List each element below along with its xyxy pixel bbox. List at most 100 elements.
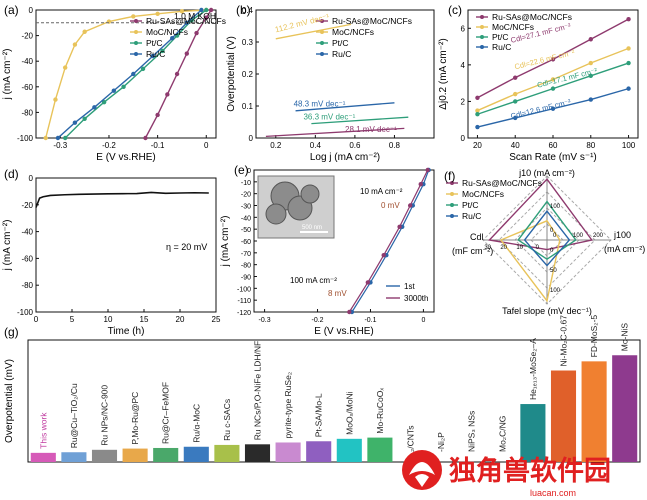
data-point — [82, 116, 87, 122]
data-point — [53, 97, 58, 102]
bar-category-label: -Ni₂P — [436, 432, 446, 452]
radar-tick-label: 30 — [484, 245, 491, 251]
sem-inset-image: 500 nm — [257, 175, 335, 239]
x-tick-label: 20 — [176, 315, 185, 324]
particle-blob — [300, 184, 320, 204]
panel-tag: (d) — [4, 167, 19, 181]
x-tick-label: 0.2 — [270, 141, 282, 150]
data-point — [160, 48, 165, 54]
legend-entry: MoC/NCFs — [146, 27, 188, 37]
data-point — [82, 29, 87, 34]
bar — [520, 404, 546, 462]
legend-marker — [320, 30, 324, 34]
legend-marker — [134, 41, 138, 45]
bar-category-label: NiPS₃ NSs — [467, 411, 477, 452]
bar — [612, 355, 638, 462]
panel-c: 20 40 60 80 100 0 2 4 6 Scan Rate (mV s⁻¹) Δj0.2 (… — [438, 9, 639, 163]
panel-tag: (g) — [4, 325, 19, 339]
bar-category-label: Ru@Cu–TiO₂/Cu — [69, 383, 79, 448]
y-tick-label: -100 — [17, 134, 34, 143]
data-point — [550, 106, 556, 111]
data-point — [626, 60, 631, 66]
data-point — [62, 135, 68, 141]
y-axis-label: Δj0.2 (mA cm⁻²) — [438, 38, 449, 109]
data-point — [111, 88, 117, 93]
bar — [183, 446, 209, 462]
series-line — [35, 191, 209, 208]
x-axis-label: E (V vs.RHE) — [96, 152, 155, 163]
electrolyte-label: 1.0 M KOH — [174, 11, 216, 21]
data-point — [121, 84, 126, 90]
legend-entry: Ru/C — [462, 211, 481, 221]
data-point — [204, 15, 209, 20]
x-axis-label: Log j (mA cm⁻²) — [310, 152, 380, 163]
y-tick-label: 6 — [461, 24, 466, 33]
data-point — [588, 97, 593, 102]
x-tick-label: 0.6 — [349, 141, 361, 150]
data-point — [550, 57, 556, 62]
current-label-100: 100 mA cm⁻² — [290, 276, 337, 285]
data-point — [475, 124, 480, 130]
data-point — [626, 86, 631, 91]
legend-marker — [134, 30, 138, 34]
watermark-url: luacan.com — [530, 488, 576, 498]
data-point — [397, 224, 402, 229]
legend-entry: Ru-SAs@MoC/NCFs — [332, 16, 412, 26]
radar-series — [499, 219, 561, 303]
data-point — [550, 86, 556, 91]
legend-marker — [320, 52, 324, 56]
legend-entry: Pt/C — [492, 32, 509, 42]
bar — [275, 442, 301, 462]
data-point — [101, 99, 107, 105]
y-tick-label: -120 — [237, 310, 251, 317]
legend-entry: Ru-SAs@MoC/NCFs — [462, 178, 542, 188]
y-tick-label: -100 — [237, 286, 251, 293]
legend-marker — [134, 19, 138, 23]
bar-category-label: MoOₓ/MoNi — [344, 391, 354, 435]
data-point — [588, 73, 593, 79]
data-point — [588, 37, 593, 42]
y-tick-label: 0 — [247, 168, 251, 175]
y-tick-label: -100 — [17, 308, 34, 317]
bar-category-label: Ru/α-MoC — [191, 404, 201, 443]
legend-marker — [450, 203, 454, 207]
y-tick-label: 0 — [249, 134, 254, 143]
data-point — [155, 112, 160, 118]
y-tick-label: -30 — [241, 204, 251, 211]
y-tick-label: -60 — [21, 254, 33, 263]
x-tick-label: 15 — [140, 315, 149, 324]
data-point — [626, 16, 631, 22]
data-point — [140, 66, 146, 72]
y-tick-label: -80 — [21, 281, 33, 290]
data-point — [475, 112, 480, 117]
panel-b: 0.2 0.4 0.6 0.8 0 0.1 0.2 0.3 0.4 Log j (mA cm⁻²)… — [226, 6, 435, 163]
x-tick-label: 0 — [204, 141, 209, 150]
legend-entry: Ru-SAs@MoC/NCFs — [146, 16, 226, 26]
data-point — [418, 182, 423, 187]
y-tick-label: -90 — [241, 275, 251, 282]
radar-tick-label: 100 — [573, 233, 584, 239]
y-tick-label: 0.4 — [242, 6, 254, 15]
legend-entry: 1st — [404, 282, 415, 291]
x-tick-label: 0.4 — [310, 141, 322, 150]
data-point — [513, 99, 518, 104]
panel-d: 0 5 10 15 20 25 -100 -80 -60 -40 -20 0 Time (h) j (mA… — [2, 174, 221, 337]
bar — [244, 444, 271, 462]
legend-entry: MoC/NCFs — [462, 189, 504, 199]
x-tick-label: -0.3 — [53, 141, 67, 150]
data-point — [170, 35, 175, 41]
data-point — [55, 135, 61, 141]
x-axis-label: E (V vs.RHE) — [314, 326, 373, 337]
radar-tick-label: 0 — [536, 245, 540, 251]
bar — [214, 444, 240, 462]
bar-category-label: Pt-SA/Mo-L — [314, 393, 324, 437]
y-tick-label: 0 — [461, 134, 466, 143]
bar-category-label: Ni-Mo₂C-0.67 — [559, 315, 569, 367]
data-point — [184, 51, 190, 56]
bar-category-label: Mo-NiS — [620, 323, 630, 352]
y-tick-label: 2 — [461, 97, 466, 106]
series-line — [311, 116, 409, 125]
data-point — [62, 65, 68, 70]
data-point — [475, 95, 480, 100]
